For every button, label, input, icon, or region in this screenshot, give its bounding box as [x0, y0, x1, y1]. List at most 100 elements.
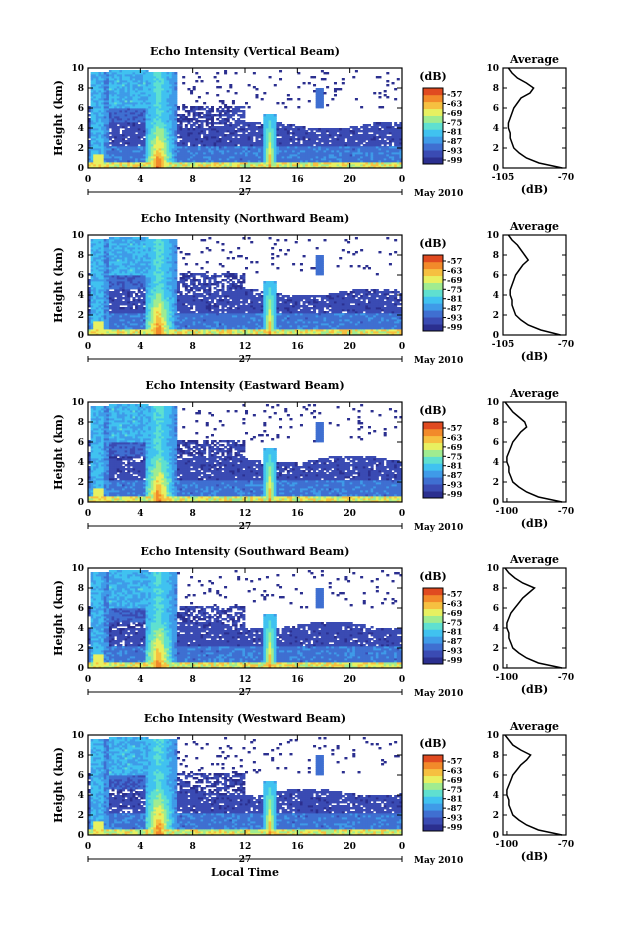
heatmap-cell [179, 136, 183, 139]
heatmap-cell [161, 154, 165, 157]
heatmap-cell [221, 134, 225, 137]
heatmap-cell [190, 156, 194, 159]
heatmap-cell [150, 303, 154, 306]
heatmap-cell [129, 136, 133, 139]
heatmap-cell [365, 128, 369, 131]
heatmap-cell [93, 140, 97, 143]
heatmap-cell [367, 160, 371, 163]
heatmap-cell [150, 100, 154, 103]
heatmap-cell [108, 114, 112, 117]
heatmap-cell [101, 251, 105, 254]
heatmap-cell [122, 241, 126, 244]
heatmap-cell [111, 327, 115, 330]
heatmap-cell [106, 303, 110, 306]
heatmap-cell [135, 148, 139, 151]
heatmap-cell [114, 100, 118, 103]
heatmap-cell [184, 154, 188, 157]
heatmap-cell [119, 239, 123, 242]
heatmap-cell [98, 331, 102, 334]
heatmap-cell [122, 166, 126, 169]
heatmap-cell [127, 293, 131, 296]
heatmap-cell [302, 150, 306, 153]
heatmap-cell [292, 134, 296, 137]
heatmap-cell [370, 146, 374, 149]
heatmap-cell [179, 134, 183, 137]
heatmap-cell [305, 162, 309, 165]
heatmap-cell [95, 279, 99, 282]
heatmap-cell [137, 241, 141, 244]
heatmap-cell [153, 146, 157, 149]
heatmap-cell [98, 311, 102, 314]
heatmap-cell [119, 311, 123, 314]
heatmap-cell [247, 150, 251, 153]
heatmap-cell [265, 120, 269, 123]
heatmap-cell [263, 126, 267, 129]
heatmap-cell [153, 331, 157, 334]
heatmap-cell [299, 126, 303, 129]
heatmap-cell [344, 134, 348, 137]
heatmap-cell [129, 124, 133, 127]
heatmap-cell [174, 158, 178, 161]
heatmap-cell [108, 108, 112, 111]
heatmap-cell [106, 166, 110, 169]
heatmap-cell [344, 144, 348, 147]
heatmap-cell [129, 279, 133, 282]
heatmap-cell [106, 313, 110, 316]
heatmap-cell [179, 162, 183, 165]
heatmap-cell [140, 287, 144, 290]
heatmap-cell [226, 138, 230, 141]
heatmap-cell [95, 333, 99, 336]
heatmap-cell [203, 144, 207, 147]
heatmap-cell [176, 136, 180, 139]
heatmap-cell [331, 144, 335, 147]
heatmap-cell [320, 160, 324, 163]
heatmap-cell [299, 150, 303, 153]
heatmap-cell [158, 98, 162, 101]
heatmap-cell [271, 118, 275, 121]
heatmap-cell [163, 84, 167, 87]
heatmap-cell [148, 293, 152, 296]
heatmap-cell [101, 118, 105, 121]
heatmap-cell [279, 156, 283, 159]
heatmap-cell [148, 126, 152, 129]
heatmap-cell [95, 319, 99, 322]
heatmap-cell [135, 150, 139, 153]
heatmap-cell [135, 100, 139, 103]
heatmap-cell [216, 150, 220, 153]
heatmap-cell [323, 142, 327, 145]
heatmap-cell [140, 154, 144, 157]
heatmap-cell [93, 257, 97, 260]
heatmap-cell [336, 136, 340, 139]
heatmap-cell [171, 86, 175, 89]
heatmap-cell [148, 112, 152, 115]
heatmap-cell [142, 295, 146, 298]
heatmap-cell [93, 319, 97, 322]
heatmap-cell [148, 80, 152, 83]
heatmap-cell [95, 311, 99, 314]
heatmap-cell [394, 124, 398, 127]
heatmap-cell [140, 313, 144, 316]
heatmap-cell [163, 146, 167, 149]
heatmap-cell [106, 305, 110, 308]
heatmap-cell [122, 114, 126, 117]
heatmap-cell [313, 128, 317, 131]
heatmap-cell [271, 128, 275, 131]
heatmap-cell [93, 138, 97, 141]
heatmap-cell [302, 134, 306, 137]
heatmap-cell [137, 311, 141, 314]
heatmap-cell [208, 164, 212, 167]
heatmap-cell [145, 122, 149, 125]
heatmap-cell [367, 156, 371, 159]
heatmap-cell [354, 126, 358, 129]
heatmap-cell [150, 148, 154, 151]
heatmap-cell [187, 114, 191, 117]
heatmap-cell [349, 150, 353, 153]
heatmap-cell [265, 154, 269, 157]
heatmap-cell [166, 100, 170, 103]
heatmap-cell [386, 162, 390, 165]
heatmap-cell [252, 152, 256, 155]
heatmap-cell [116, 273, 120, 276]
heatmap-cell [124, 279, 128, 282]
heatmap-cell [122, 136, 126, 139]
heatmap-cell [145, 289, 149, 292]
